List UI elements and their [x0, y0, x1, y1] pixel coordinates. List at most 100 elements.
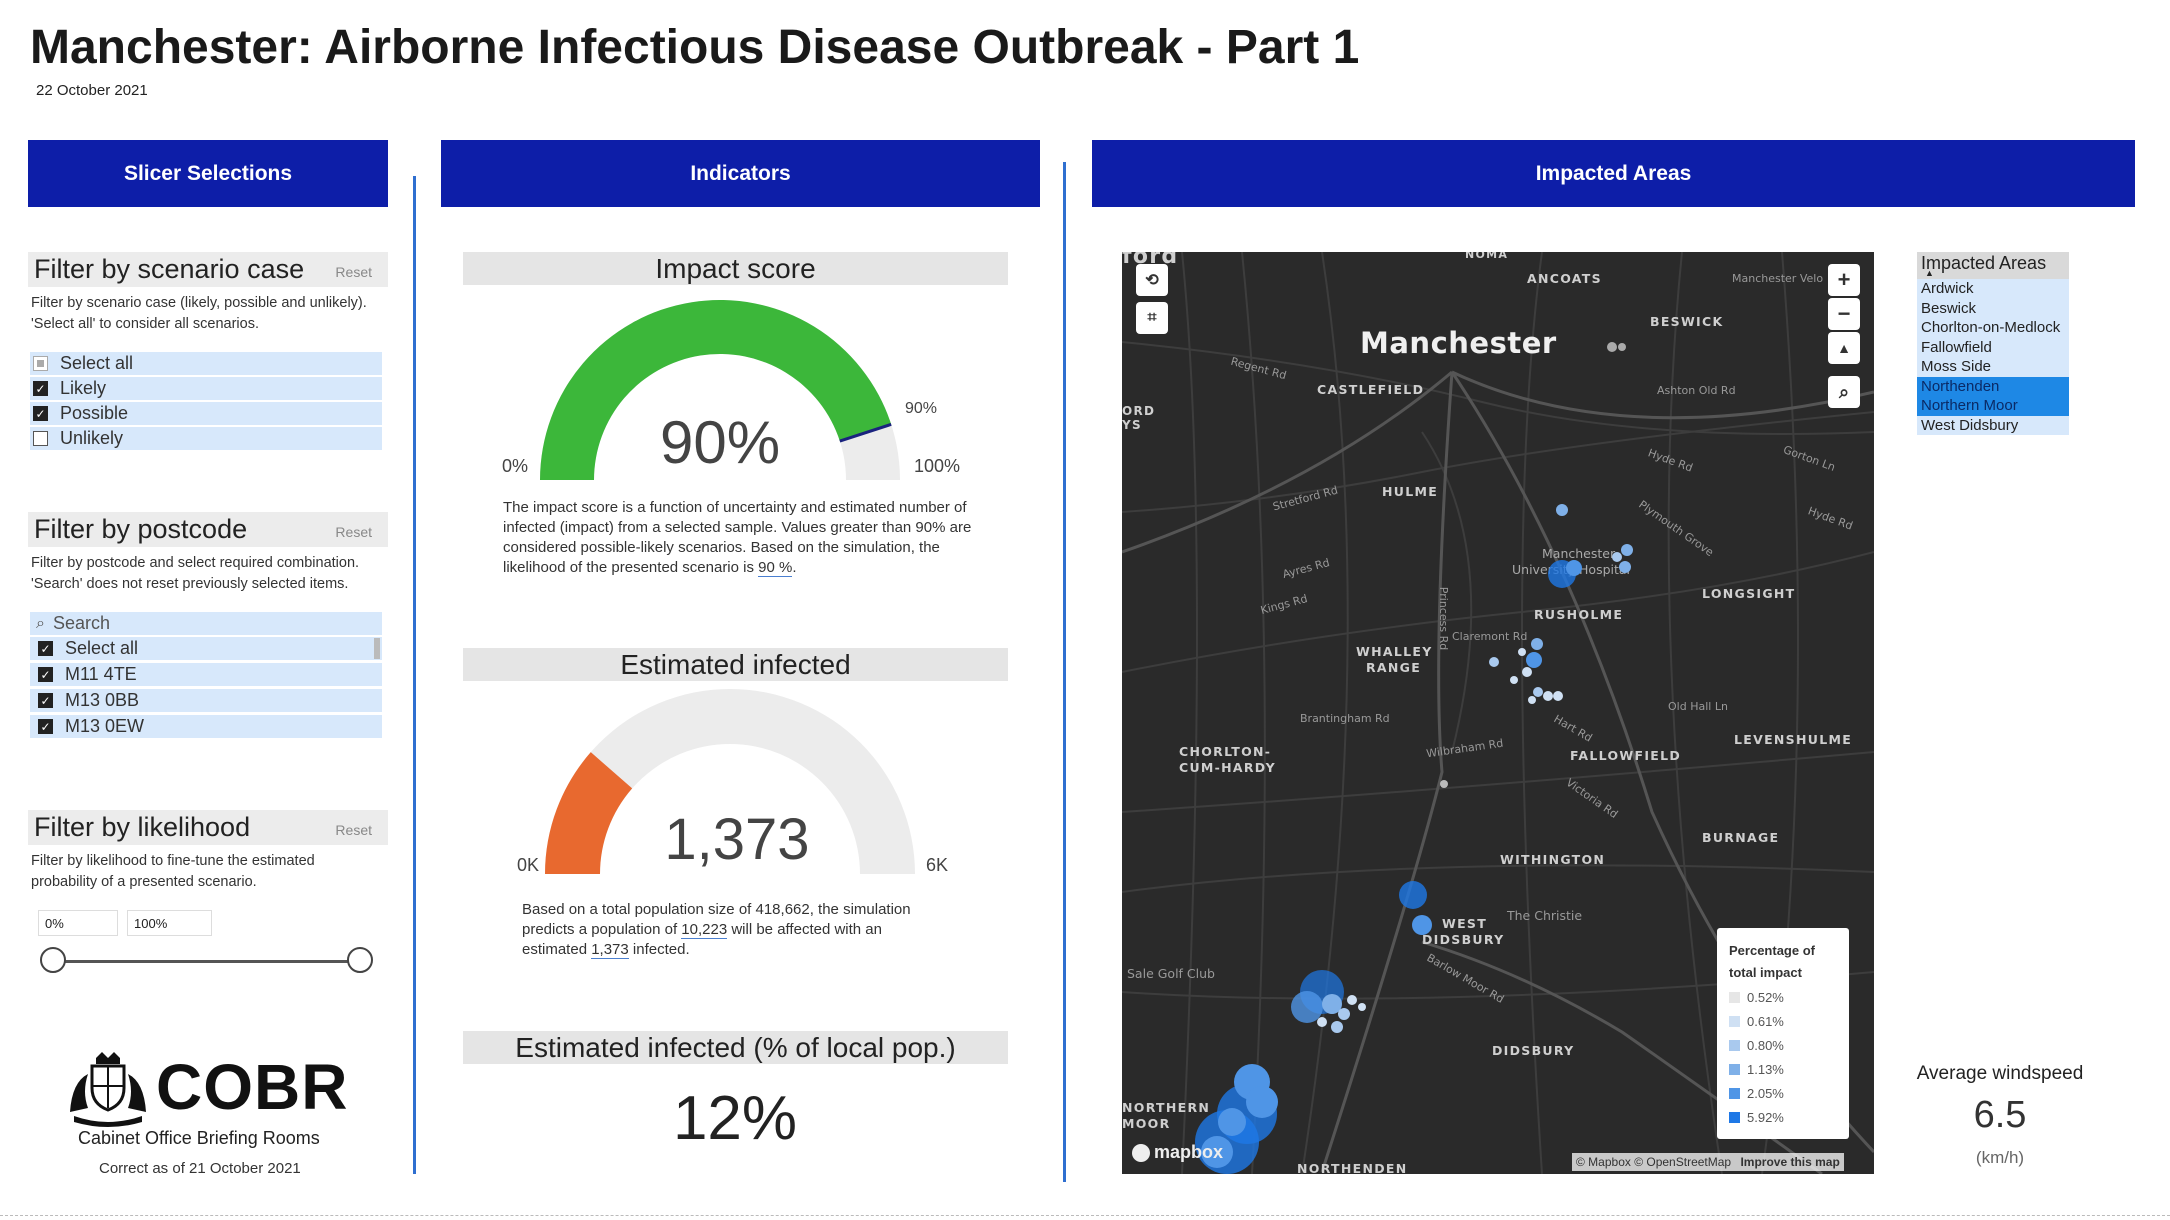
scenario-option-possible[interactable]: ✓ Possible — [30, 402, 382, 425]
likelihood-filter-title: Filter by likelihood — [34, 812, 251, 842]
impact-point — [1607, 342, 1617, 352]
mapbox-icon — [1132, 1143, 1150, 1162]
impact-point — [1510, 676, 1518, 684]
windspeed-unit: (km/h) — [1975, 1148, 2025, 1167]
slider-max-handle[interactable] — [347, 947, 373, 973]
text-part: likelihood of the presented scenario is — [503, 559, 759, 576]
likelihood-reset-button[interactable]: Reset — [335, 822, 372, 838]
infected-min-label: 0K — [517, 855, 540, 875]
legend-title-line: Percentage of — [1729, 943, 1815, 958]
legend-item: 1.13% — [1729, 1062, 1784, 1077]
option-label: Possible — [60, 403, 129, 423]
scenario-option-unlikely[interactable]: Unlikely — [30, 427, 382, 450]
map-label: DIDSBURY — [1422, 932, 1505, 947]
map-label: CASTLEFIELD — [1317, 382, 1425, 397]
scenario-reset-button[interactable]: Reset — [335, 264, 372, 280]
checkbox[interactable]: ✓ — [38, 641, 53, 656]
improve-map-link[interactable]: Improve this map — [1740, 1155, 1840, 1169]
impact-point — [1201, 1136, 1233, 1168]
impact-point — [1246, 1086, 1278, 1118]
scenario-filter-title: Filter by scenario case — [34, 254, 305, 284]
estimated-infected-title: Estimated infected — [463, 648, 1008, 681]
option-label: Unlikely — [60, 428, 124, 448]
impact-point — [1566, 560, 1582, 576]
sort-arrow-icon[interactable]: ▲ — [1925, 268, 1934, 278]
map-label: ORD — [1122, 404, 1156, 418]
likelihood-max-input[interactable]: 100% — [127, 910, 212, 936]
postcode-reset-button[interactable]: Reset — [335, 524, 372, 540]
slider-min-handle[interactable] — [40, 947, 66, 973]
area-item[interactable]: Ardwick — [1917, 279, 2069, 299]
area-item-selected[interactable]: Northenden — [1917, 376, 2069, 396]
checkbox[interactable]: ✓ — [38, 667, 53, 682]
area-item[interactable]: Fallowfield — [1917, 337, 2069, 357]
map-label: CHORLTON- — [1179, 744, 1272, 759]
zoom-out-button[interactable]: − — [1828, 298, 1860, 330]
windspeed-value: 6.5 — [1973, 1094, 2027, 1136]
impact-point — [1218, 1108, 1246, 1136]
area-item-selected[interactable]: Northern Moor — [1917, 396, 2069, 416]
map-rotate-button[interactable]: ⟲ — [1136, 264, 1168, 296]
area-item[interactable]: Moss Side — [1917, 357, 2069, 377]
likelihood-min-input[interactable]: 0% — [38, 910, 118, 936]
mapbox-brand: mapbox — [1154, 1142, 1224, 1162]
checkbox[interactable] — [33, 431, 48, 446]
map-select-button[interactable]: ⌗ — [1136, 302, 1168, 334]
postcode-search-input[interactable]: ⌕ Search — [30, 612, 382, 635]
gauge-target-marker — [839, 422, 892, 443]
map-label: FALLOWFIELD — [1570, 748, 1682, 763]
impact-point — [1347, 995, 1357, 1005]
map-label: HULME — [1382, 484, 1439, 499]
impact-point — [1528, 696, 1536, 704]
postcode-option[interactable]: ✓ M13 0EW — [30, 715, 382, 738]
mapbox-logo[interactable]: mapbox — [1132, 1142, 1223, 1163]
checkbox[interactable]: ✓ — [38, 693, 53, 708]
legend-title-line: total impact — [1729, 965, 1802, 980]
postcode-option[interactable]: ✓ M13 0BB — [30, 689, 382, 712]
compass-icon[interactable]: ▲ — [1828, 332, 1860, 364]
area-item[interactable]: West Didsbury — [1917, 415, 2069, 435]
checkbox[interactable]: ✓ — [33, 406, 48, 421]
legend-label: 2.05% — [1747, 1086, 1784, 1101]
area-item[interactable]: Beswick — [1917, 298, 2069, 318]
likelihood-slider-track[interactable] — [54, 960, 362, 963]
option-label: Likely — [60, 378, 107, 398]
text-part: infected. — [628, 941, 690, 958]
map-label: RUSHOLME — [1534, 607, 1624, 622]
map-search-icon[interactable]: ⌕ — [1828, 376, 1860, 408]
text-line: estimated 1,373 infected. — [522, 940, 911, 960]
impact-point — [1556, 504, 1568, 516]
search-icon: ⌕ — [36, 614, 45, 632]
option-label: Select all — [65, 638, 139, 658]
impact-point — [1358, 1003, 1366, 1011]
impacted-areas-slicer[interactable]: Impacted Areas ▲ Ardwick Beswick Chorlto… — [1917, 252, 2069, 435]
postcode-option[interactable]: ✓ M11 4TE — [30, 663, 382, 686]
text-line: infected (impact) from a selected sample… — [503, 519, 972, 536]
scenario-option-likely[interactable]: ✓ Likely — [30, 377, 382, 400]
impacted-areas-header[interactable]: Impacted Areas ▲ — [1917, 252, 2069, 279]
checkbox[interactable]: ✓ — [38, 719, 53, 734]
area-item[interactable]: Chorlton-on-Medlock — [1917, 318, 2069, 338]
legend-item: 0.61% — [1729, 1014, 1784, 1029]
desc-line: Filter by likelihood to fine-tune the es… — [31, 853, 315, 869]
text-line: predicts a population of 10,223 will be … — [522, 920, 911, 940]
checkbox[interactable] — [33, 356, 48, 371]
impact-point — [1322, 994, 1342, 1014]
postcode-option-select-all[interactable]: ✓ Select all — [30, 637, 382, 660]
map-label: ANCOATS — [1527, 271, 1602, 286]
legend-item: 2.05% — [1729, 1086, 1784, 1101]
scrollbar[interactable] — [374, 638, 380, 659]
impact-map[interactable]: ford NOMA ORD YS Manchester ANCOATS BESW… — [1122, 252, 1874, 1174]
map-label: NORTHERN — [1122, 1100, 1211, 1115]
impact-point — [1619, 561, 1631, 573]
map-label: CUM-HARDY — [1179, 760, 1276, 775]
gauge-fill — [540, 300, 892, 480]
text-part: predicts a population of — [522, 921, 682, 938]
zoom-in-button[interactable]: + — [1828, 264, 1860, 296]
infected-value: 1,373 — [591, 941, 629, 959]
checkbox[interactable]: ✓ — [33, 381, 48, 396]
page-bottom-border — [0, 1215, 2170, 1216]
search-placeholder: Search — [52, 613, 111, 633]
legend-label: 0.61% — [1747, 1014, 1784, 1029]
scenario-option-select-all[interactable]: Select all — [30, 352, 382, 375]
